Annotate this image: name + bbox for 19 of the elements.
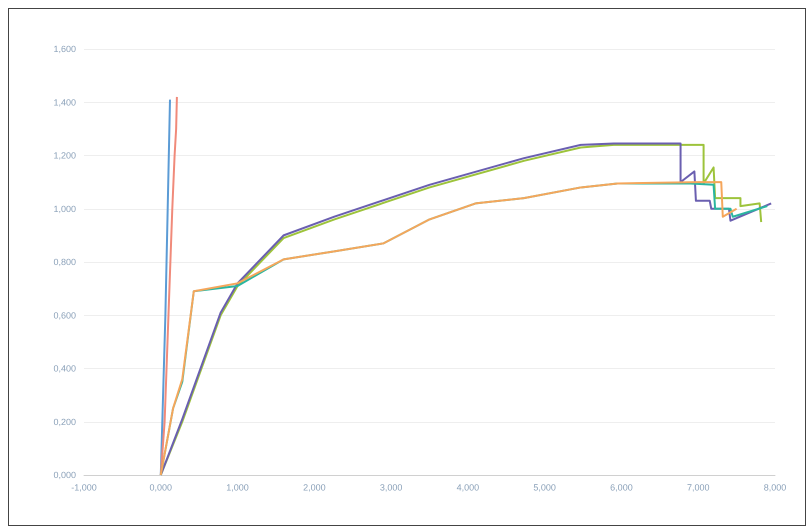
y-tick-label: 1,200 (53, 150, 76, 160)
y-tick-label: 1,000 (53, 204, 76, 214)
x-tick-label: 4,000 (456, 482, 480, 492)
x-tick-label: 2,000 (303, 482, 326, 492)
y-tick-label: 0,200 (53, 416, 76, 427)
y-tick-label: 1,600 (53, 44, 76, 54)
y-tick-label: 0,400 (53, 364, 76, 374)
y-tick-label: 0,000 (53, 470, 76, 480)
x-tick-label: 7,000 (686, 482, 710, 492)
y-tick-label: 0,800 (53, 257, 76, 267)
y-tick-label: 0,600 (53, 310, 76, 320)
x-tick-label: 6,000 (610, 482, 633, 492)
x-tick-label: 8,000 (764, 482, 786, 492)
x-tick-label: -1,000 (71, 482, 97, 492)
x-tick-label: 1,000 (226, 482, 249, 492)
x-tick-label: 5,000 (533, 482, 556, 492)
x-tick-label: 0,000 (150, 482, 172, 492)
y-tick-label: 1,400 (53, 97, 76, 108)
x-tick-label: 3,000 (380, 482, 402, 492)
